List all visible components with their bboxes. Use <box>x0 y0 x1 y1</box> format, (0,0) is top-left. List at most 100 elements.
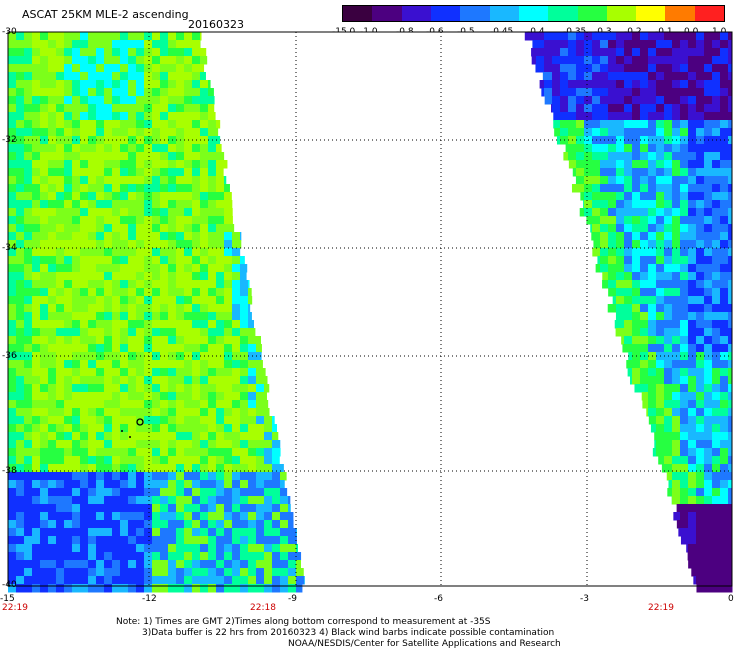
swath-cell <box>680 104 689 113</box>
swath-cell <box>24 448 33 457</box>
swath-cell <box>96 272 105 281</box>
swath-cell <box>576 128 585 137</box>
swath-cell <box>264 368 266 377</box>
swath-cell <box>720 128 729 137</box>
swath-cell <box>200 568 209 577</box>
swath-cell <box>80 328 89 337</box>
swath-cell <box>256 496 265 505</box>
swath-cell <box>680 120 689 129</box>
swath-cell <box>184 224 193 233</box>
swath-cell <box>200 112 209 121</box>
swath-cell <box>648 208 657 217</box>
swath-cell <box>112 464 121 473</box>
swath-cell <box>48 120 57 129</box>
swath-cell <box>128 56 137 65</box>
swath-cell <box>40 80 49 89</box>
swath-cell <box>696 320 705 329</box>
swath-cell <box>32 280 41 289</box>
swath-cell <box>136 400 145 409</box>
swath-cell <box>40 96 49 105</box>
swath-cell <box>672 256 681 265</box>
swath-cell <box>200 304 209 313</box>
swath-cell <box>600 152 609 161</box>
swath-cell <box>240 424 249 433</box>
swath-cell <box>104 152 113 161</box>
swath-cell <box>112 88 121 97</box>
swath-cell <box>168 400 177 409</box>
swath-cell <box>24 240 33 249</box>
swath-cell <box>712 240 721 249</box>
swath-cell <box>16 256 25 265</box>
swath-cell <box>96 64 105 73</box>
swath-cell <box>608 144 617 153</box>
swath-cell <box>688 536 697 545</box>
swath-cell <box>672 80 681 89</box>
swath-cell <box>80 520 89 529</box>
swath-cell <box>104 432 113 441</box>
swath-cell <box>272 496 281 505</box>
colorbar-segment <box>343 6 373 21</box>
swath-cell <box>552 88 561 97</box>
swath-cell <box>24 80 33 89</box>
swath-cell <box>120 408 129 417</box>
swath-cell <box>40 384 49 393</box>
swath-cell <box>120 536 129 545</box>
swath-cell <box>648 232 657 241</box>
swath-cell <box>32 128 41 137</box>
swath-cell <box>168 96 177 105</box>
swath-cell <box>616 168 625 177</box>
swath-cell <box>712 200 721 209</box>
swath-cell <box>144 520 153 529</box>
swath-cell <box>728 56 733 65</box>
swath-cell <box>696 336 705 345</box>
swath-cell <box>624 88 633 97</box>
swath-cell <box>672 248 681 257</box>
swath-cell <box>696 528 705 537</box>
swath-cell <box>104 464 113 473</box>
swath-cell <box>112 368 121 377</box>
swath-cell <box>704 400 713 409</box>
swath-cell <box>168 232 177 241</box>
swath-cell <box>672 184 681 193</box>
swath-cell <box>64 160 73 169</box>
swath-cell <box>24 200 33 209</box>
swath-cell <box>240 576 249 585</box>
swath-cell <box>680 448 689 457</box>
swath-cell <box>672 88 681 97</box>
swath-cell <box>184 32 193 41</box>
swath-cell <box>56 152 65 161</box>
swath-cell <box>192 416 201 425</box>
swath-cell <box>8 408 17 417</box>
swath-cell <box>128 128 137 137</box>
swath-cell <box>112 528 121 537</box>
swath-cell <box>128 48 137 57</box>
swath-cell <box>32 400 41 409</box>
swath-cell <box>160 528 169 537</box>
swath-cell <box>168 464 177 473</box>
y-label: -30 <box>2 27 17 37</box>
swath-cell <box>8 424 17 433</box>
swath-cell <box>48 424 57 433</box>
swath-cell <box>728 376 733 385</box>
swath-cell <box>216 480 225 489</box>
swath-cell <box>24 488 33 497</box>
swath-cell <box>192 216 201 225</box>
swath-cell <box>40 360 49 369</box>
swath-cell <box>88 224 97 233</box>
map-title: ASCAT 25KM MLE-2 ascending <box>22 8 189 21</box>
swath-cell <box>8 240 17 249</box>
swath-cell <box>96 336 105 345</box>
swath-cell <box>24 560 33 569</box>
swath-cell <box>112 56 121 65</box>
swath-cell <box>672 104 681 113</box>
swath-cell <box>112 288 121 297</box>
swath-cell <box>160 576 169 585</box>
swath-cell <box>40 288 49 297</box>
swath-cell <box>144 368 153 377</box>
swath-cell <box>248 320 255 329</box>
swath-cell <box>72 280 81 289</box>
swath-cell <box>696 208 705 217</box>
swath-cell <box>696 272 705 281</box>
swath-cell <box>104 512 113 521</box>
swath-cell <box>168 312 177 321</box>
